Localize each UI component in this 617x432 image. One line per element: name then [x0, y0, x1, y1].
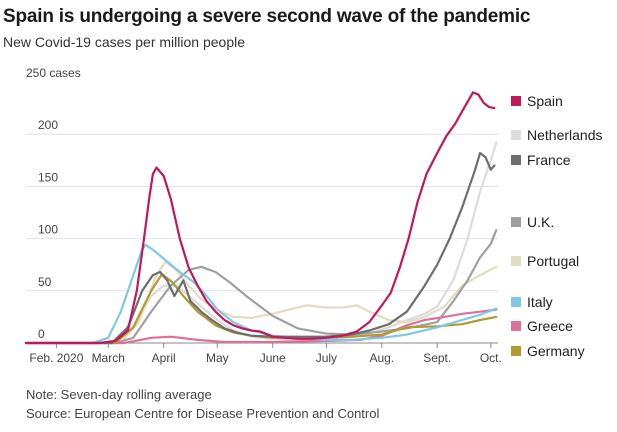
legend-swatch	[511, 297, 521, 307]
series-line-netherlands	[24, 141, 498, 345]
x-tick-label: Sept.	[423, 351, 451, 365]
y-tick-label: 50	[38, 275, 52, 289]
chart-subtitle: New Covid-19 cases per million people	[3, 34, 246, 50]
legend-swatch	[511, 346, 521, 356]
x-axis: Feb. 2020 March April May June July Aug. Sept. O…	[29, 343, 502, 365]
legend-swatch	[511, 321, 521, 331]
legend-label: Spain	[527, 93, 563, 109]
legend-swatch	[511, 256, 521, 266]
chart-title: Spain is undergoing a severe second wave…	[3, 6, 531, 27]
series-line-u-k	[24, 229, 498, 345]
y-axis: 0 50 100 150 200 250 cases	[26, 66, 81, 341]
series-lines	[24, 91, 498, 345]
y-tick-label: 0	[38, 327, 45, 341]
legend: Spain Netherlands France U.K. Portugal Italy G…	[511, 93, 603, 359]
source-text: Source: European Centre for Disease Prev…	[26, 406, 380, 421]
legend-label: Netherlands	[527, 127, 603, 143]
legend-label: France	[527, 152, 571, 168]
y-unit-label: 250 cases	[26, 66, 81, 80]
x-tick-label: April	[152, 351, 176, 365]
x-tick-label: July	[316, 351, 337, 365]
legend-swatch	[511, 96, 521, 106]
x-tick-label: Feb. 2020	[29, 351, 83, 365]
legend-label: Italy	[527, 294, 553, 310]
x-tick-label: Aug.	[369, 351, 394, 365]
legend-swatch	[511, 155, 521, 165]
y-tick-label: 200	[38, 118, 58, 132]
legend-label: Portugal	[527, 253, 579, 269]
x-tick-label: June	[260, 351, 286, 365]
legend-swatch	[511, 217, 521, 227]
legend-label: Greece	[527, 318, 573, 334]
y-tick-label: 150	[38, 170, 58, 184]
note-text: Note: Seven-day rolling average	[26, 387, 212, 402]
series-line-italy	[24, 243, 498, 345]
legend-label: Germany	[527, 343, 585, 359]
x-tick-label: Oct.	[480, 351, 502, 365]
legend-label: U.K.	[527, 214, 554, 230]
series-line-spain	[24, 91, 496, 345]
legend-swatch	[511, 130, 521, 140]
x-tick-label: March	[92, 351, 125, 365]
x-tick-label: May	[206, 351, 229, 365]
y-tick-label: 100	[38, 223, 58, 237]
